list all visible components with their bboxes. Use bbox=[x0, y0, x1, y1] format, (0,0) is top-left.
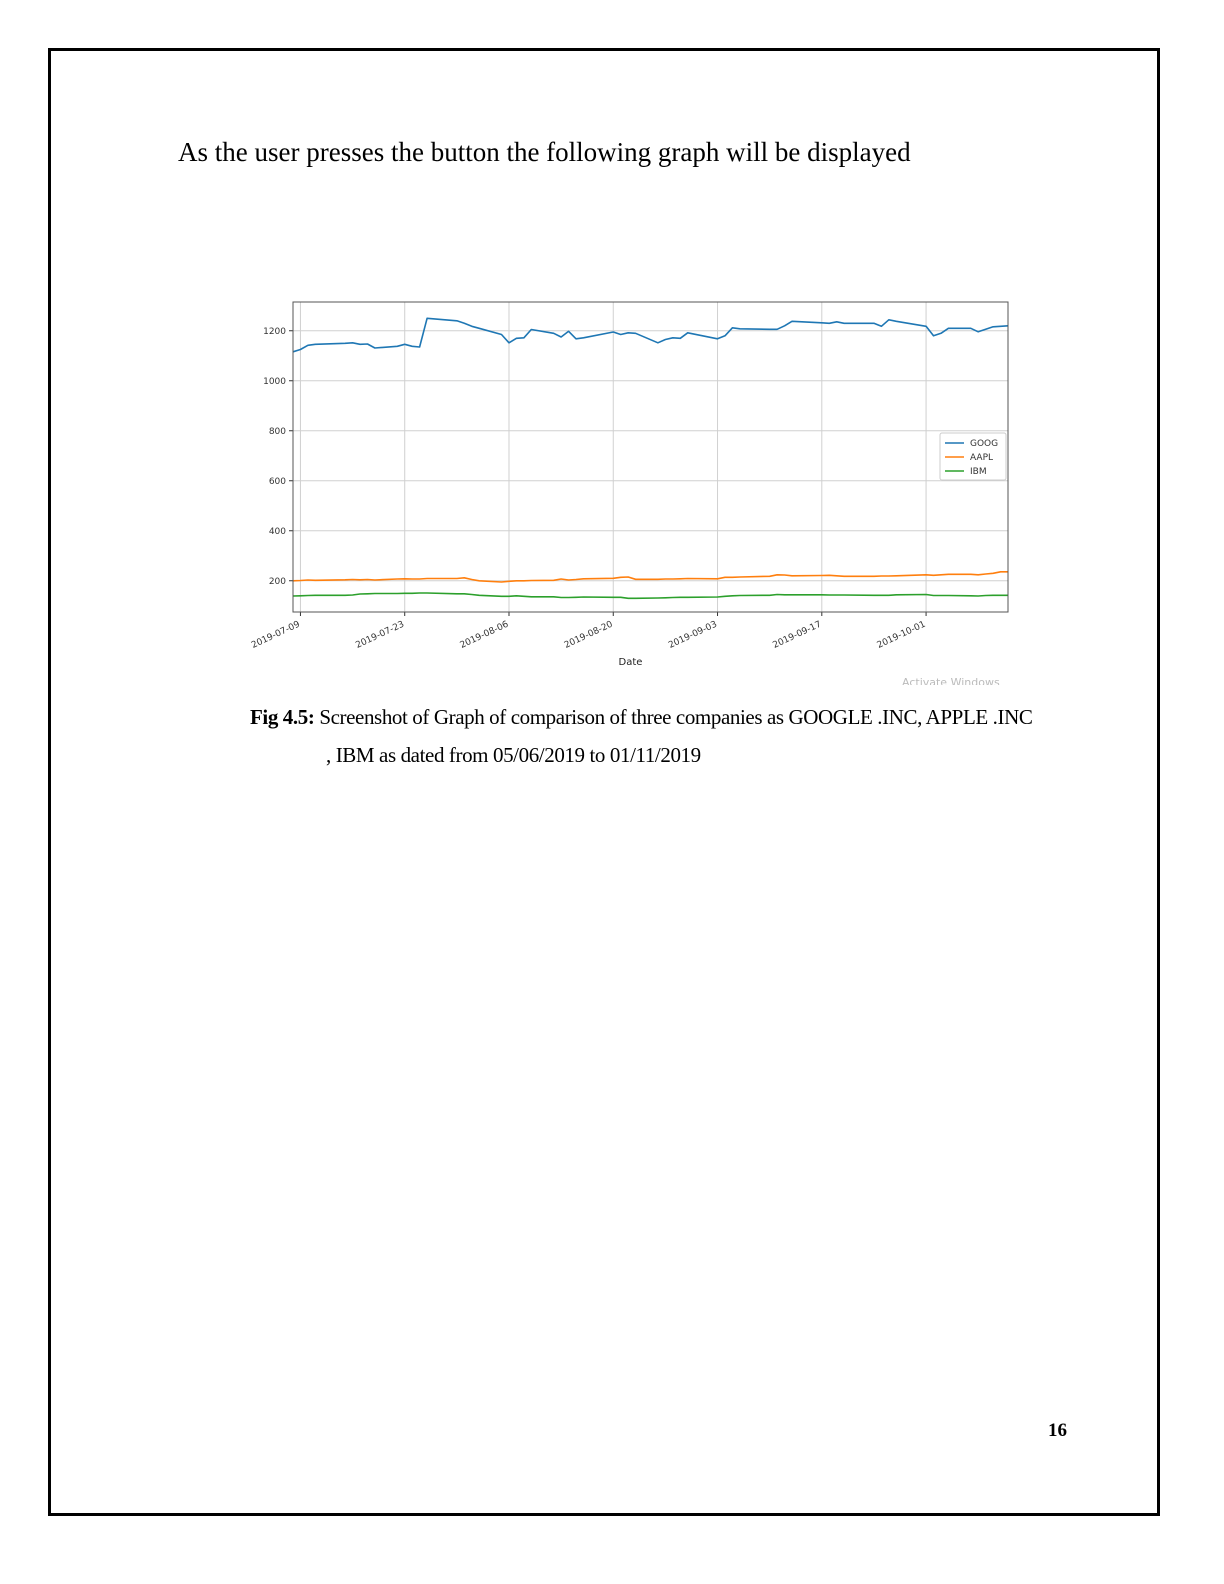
figure-caption: Fig 4.5: Screenshot of Graph of comparis… bbox=[250, 698, 1080, 774]
watermark-text: Activate Windows bbox=[902, 676, 1000, 685]
legend-label-aapl: AAPL bbox=[970, 453, 993, 463]
page-number: 16 bbox=[1048, 1420, 1067, 1441]
legend-label-ibm: IBM bbox=[970, 467, 987, 477]
x-tick-label: 2019-10-01 bbox=[876, 620, 928, 651]
series-line-aapl bbox=[292, 570, 1008, 583]
caption-label: Fig 4.5: bbox=[250, 705, 315, 729]
x-tick-label: 2019-07-09 bbox=[250, 620, 302, 651]
intro-text: As the user presses the button the follo… bbox=[178, 137, 911, 167]
x-tick-label: 2019-09-03 bbox=[667, 620, 719, 651]
legend-label-goog: GOOG bbox=[970, 439, 998, 449]
y-tick-label: 200 bbox=[269, 577, 286, 587]
y-tick-label: 800 bbox=[269, 427, 286, 437]
x-tick-label: 2019-08-06 bbox=[459, 620, 511, 651]
y-tick-label: 1200 bbox=[263, 327, 286, 337]
series-line-goog bbox=[292, 317, 1009, 353]
y-tick-label: 400 bbox=[269, 527, 286, 537]
page-border bbox=[48, 48, 1160, 1516]
series-line-ibm bbox=[292, 592, 1008, 600]
x-tick-label: 2019-08-20 bbox=[563, 620, 615, 651]
stock-comparison-chart: 200 400 600 800 1000 1200 2019-07-09 2019-07-23… bbox=[240, 290, 1020, 685]
x-tick-label: 2019-07-23 bbox=[354, 620, 406, 651]
x-tick-label: 2019-09-17 bbox=[771, 620, 823, 651]
x-axis-label: Date bbox=[619, 657, 643, 668]
caption-line-2: , IBM as dated from 05/06/2019 to 01/11/… bbox=[326, 743, 701, 767]
plot-background bbox=[293, 302, 1008, 612]
legend-box bbox=[939, 432, 1007, 481]
y-tick-label: 1000 bbox=[263, 377, 286, 387]
y-tick-label: 600 bbox=[269, 477, 286, 487]
plot-frame bbox=[292, 301, 1009, 613]
chart-svg: 200 400 600 800 1000 1200 2019-07-09 2019-07-23… bbox=[250, 301, 1009, 685]
caption-line-1: Screenshot of Graph of comparison of thr… bbox=[314, 705, 1033, 729]
